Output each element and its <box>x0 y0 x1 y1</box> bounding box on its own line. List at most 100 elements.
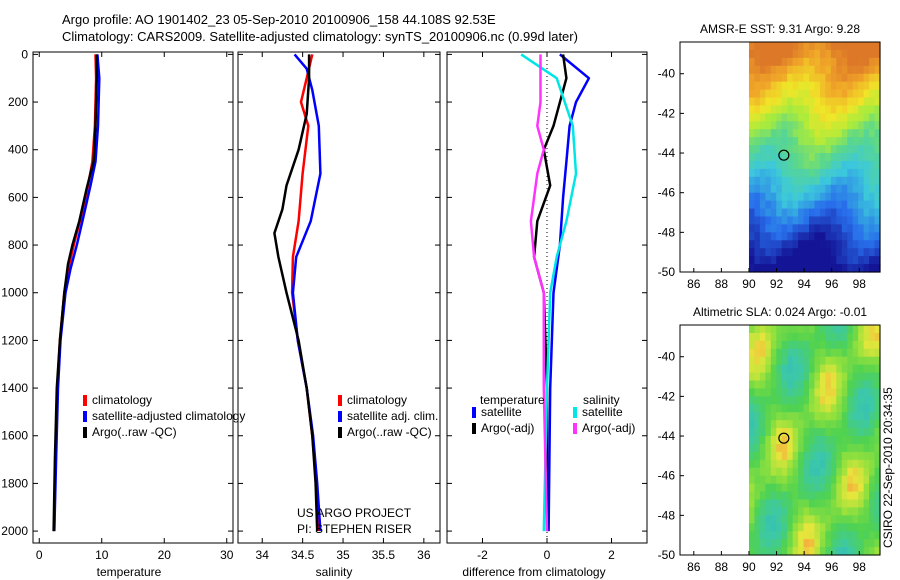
map-cell <box>858 467 865 477</box>
map-cell <box>787 364 794 374</box>
map-cell <box>754 73 761 83</box>
map-cell <box>770 57 777 67</box>
map-cell <box>754 491 761 501</box>
map-cell <box>874 483 881 493</box>
map-cell <box>792 348 799 358</box>
map-cell <box>863 65 870 75</box>
map-cell <box>852 121 859 130</box>
map-cell <box>830 396 837 405</box>
map-cell <box>874 89 881 99</box>
map-cell <box>830 356 837 366</box>
map-cell <box>770 515 777 524</box>
map-cell <box>748 224 756 233</box>
map-cell <box>765 348 772 358</box>
map-cell <box>819 97 826 107</box>
map-cell <box>852 216 859 226</box>
map-cell <box>787 121 794 130</box>
map-cell <box>748 65 756 75</box>
map-cell <box>776 547 783 556</box>
map-cell <box>798 428 805 437</box>
map-cell <box>770 232 777 241</box>
map-cell <box>863 168 870 178</box>
map-cell <box>798 137 805 146</box>
map-cell <box>754 451 761 461</box>
map-cell <box>874 192 881 202</box>
map-cell <box>841 388 848 397</box>
map-cell <box>830 200 837 210</box>
map-cell <box>852 232 859 241</box>
map-cell <box>852 153 859 162</box>
map-cell <box>847 372 854 382</box>
map-y-tick-label: -40 <box>658 350 676 364</box>
map-cell <box>830 451 837 461</box>
map-cell <box>847 523 854 532</box>
map-cell <box>847 388 854 397</box>
map-cell <box>814 523 821 532</box>
map-cell <box>852 515 859 524</box>
map-cell <box>819 232 826 241</box>
map-cell <box>803 467 810 477</box>
map-cell <box>814 192 821 202</box>
map-cell <box>787 483 794 493</box>
map-cell <box>765 340 772 350</box>
legend-swatch <box>573 407 577 418</box>
map-cell <box>776 467 783 477</box>
legend-swatch <box>573 423 577 434</box>
map-cell <box>748 547 756 556</box>
map-cell <box>792 451 799 461</box>
map-cell <box>836 515 843 524</box>
map-cell <box>792 523 799 532</box>
map-cell <box>825 396 832 405</box>
map-cell <box>787 105 794 114</box>
map-cell <box>803 539 810 548</box>
map-cell <box>798 491 805 501</box>
series-line-salinity-argo-adj- <box>529 54 549 532</box>
map-cell <box>847 475 854 485</box>
map-cell <box>776 232 783 241</box>
x-axis-label: difference from climatology <box>462 565 605 579</box>
map-cell <box>852 451 859 461</box>
map-cell <box>770 412 777 421</box>
map-cell <box>830 49 837 59</box>
map-cell <box>852 240 859 249</box>
map-cell <box>748 121 756 130</box>
map-cell <box>809 420 816 429</box>
map-cell <box>759 176 766 186</box>
map-cell <box>803 192 810 202</box>
map-cell <box>869 547 876 556</box>
map-cell <box>874 248 881 257</box>
map-cell <box>770 216 777 226</box>
map-cell <box>787 443 794 453</box>
map-cell <box>754 160 761 170</box>
map-cell <box>781 168 788 178</box>
map-cell <box>809 372 816 382</box>
map-cell <box>748 372 756 382</box>
map-cell <box>803 129 810 138</box>
map-cell <box>748 404 756 413</box>
map-cell <box>809 380 816 390</box>
map-cell <box>830 507 837 516</box>
map-cell <box>852 248 859 257</box>
map-cell <box>754 325 761 334</box>
map-cell <box>825 137 832 146</box>
map-cell <box>781 539 788 548</box>
map-cell <box>798 73 805 83</box>
map-cell <box>765 105 772 114</box>
map-cell <box>874 491 881 501</box>
map-cell <box>748 412 756 421</box>
map-cell <box>874 105 881 114</box>
map-cell <box>803 200 810 210</box>
map-cell <box>858 325 865 334</box>
map-cell <box>874 73 881 83</box>
map-cell <box>803 436 810 445</box>
map-cell <box>770 491 777 501</box>
map-cell <box>809 97 816 107</box>
map-x-tick-label: 86 <box>687 560 701 574</box>
map-cell <box>874 57 881 67</box>
map-cell <box>754 396 761 405</box>
map-cell <box>819 73 826 83</box>
map-cell <box>787 547 794 556</box>
map-cell <box>759 388 766 397</box>
map-cell <box>770 451 777 461</box>
map-cell <box>770 380 777 390</box>
